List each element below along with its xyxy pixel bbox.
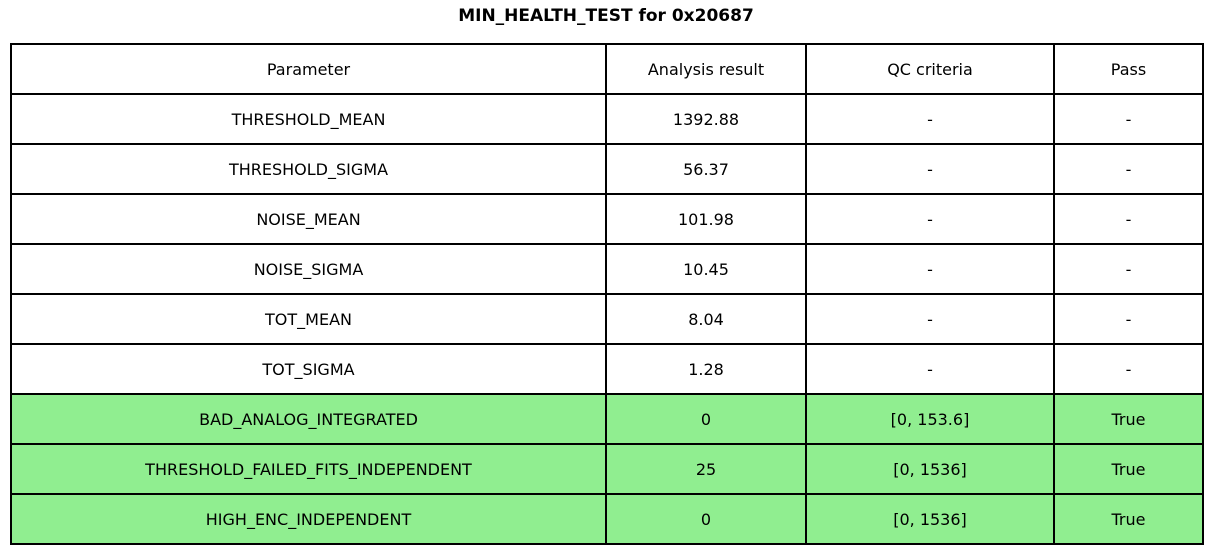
result-cell: 0 [605,493,807,545]
table-row: NOISE_MEAN 101.98 - - [10,193,1204,245]
qc-cell: - [805,93,1055,145]
parameter-cell: TOT_MEAN [10,293,607,345]
table-row: THRESHOLD_FAILED_FITS_INDEPENDENT 25 [0,… [10,443,1204,495]
pass-cell: - [1053,93,1204,145]
qc-cell: - [805,143,1055,195]
column-header-pass: Pass [1053,43,1204,95]
qc-results-table: Parameter Analysis result QC criteria Pa… [10,43,1204,545]
qc-cell: - [805,243,1055,295]
table-row: TOT_MEAN 8.04 - - [10,293,1204,345]
qc-cell: [0, 1536] [805,493,1055,545]
pass-cell: - [1053,193,1204,245]
qc-cell: [0, 153.6] [805,393,1055,445]
table-row: NOISE_SIGMA 10.45 - - [10,243,1204,295]
parameter-cell: NOISE_MEAN [10,193,607,245]
pass-cell: - [1053,243,1204,295]
column-header-analysis-result: Analysis result [605,43,807,95]
table-row: THRESHOLD_MEAN 1392.88 - - [10,93,1204,145]
qc-cell: - [805,193,1055,245]
pass-cell: - [1053,293,1204,345]
result-cell: 25 [605,443,807,495]
result-cell: 10.45 [605,243,807,295]
result-cell: 8.04 [605,293,807,345]
qc-cell: - [805,293,1055,345]
pass-cell: True [1053,493,1204,545]
parameter-cell: HIGH_ENC_INDEPENDENT [10,493,607,545]
result-cell: 1.28 [605,343,807,395]
table-row: TOT_SIGMA 1.28 - - [10,343,1204,395]
column-header-qc-criteria: QC criteria [805,43,1055,95]
pass-cell: - [1053,143,1204,195]
table-header-row: Parameter Analysis result QC criteria Pa… [10,43,1204,95]
parameter-cell: THRESHOLD_FAILED_FITS_INDEPENDENT [10,443,607,495]
pass-cell: - [1053,343,1204,395]
result-cell: 101.98 [605,193,807,245]
parameter-cell: BAD_ANALOG_INTEGRATED [10,393,607,445]
pass-cell: True [1053,393,1204,445]
parameter-cell: TOT_SIGMA [10,343,607,395]
qc-cell: [0, 1536] [805,443,1055,495]
table-row: HIGH_ENC_INDEPENDENT 0 [0, 1536] True [10,493,1204,545]
parameter-cell: THRESHOLD_SIGMA [10,143,607,195]
parameter-cell: THRESHOLD_MEAN [10,93,607,145]
pass-cell: True [1053,443,1204,495]
table-row: BAD_ANALOG_INTEGRATED 0 [0, 153.6] True [10,393,1204,445]
result-cell: 56.37 [605,143,807,195]
result-cell: 1392.88 [605,93,807,145]
parameter-cell: NOISE_SIGMA [10,243,607,295]
table-row: THRESHOLD_SIGMA 56.37 - - [10,143,1204,195]
column-header-parameter: Parameter [10,43,607,95]
result-cell: 0 [605,393,807,445]
qc-cell: - [805,343,1055,395]
page-title: MIN_HEALTH_TEST for 0x20687 [458,6,754,26]
